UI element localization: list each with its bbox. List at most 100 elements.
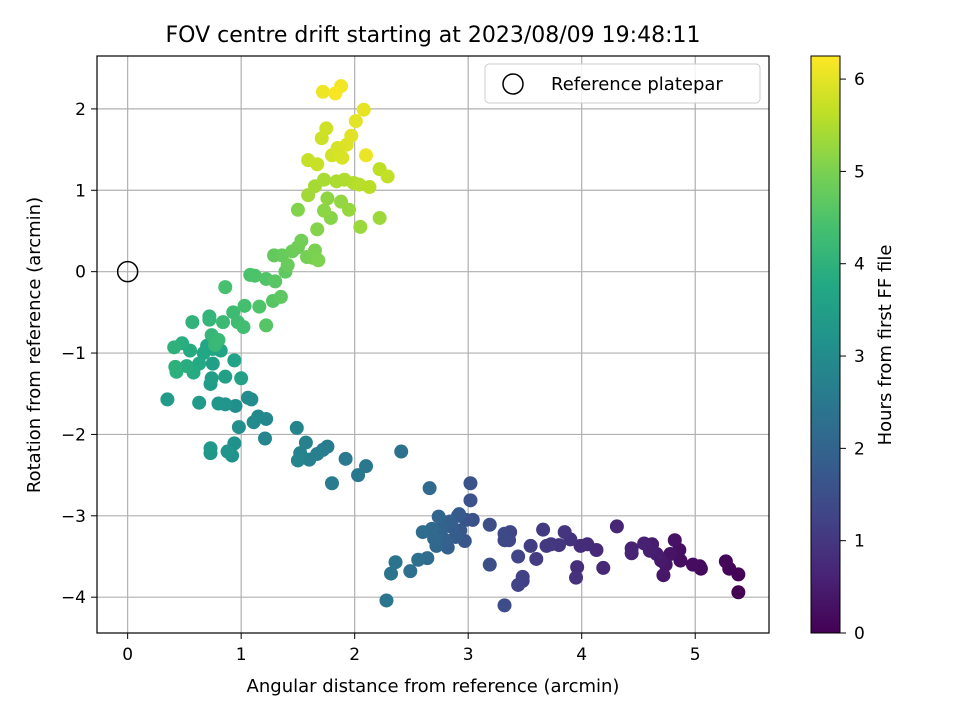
y-tick-label: −2 xyxy=(61,425,86,445)
data-point xyxy=(356,102,371,117)
data-point xyxy=(338,451,353,466)
data-point xyxy=(290,453,305,468)
data-point xyxy=(298,435,313,450)
y-axis-label: Rotation from reference (arcmin) xyxy=(24,197,45,493)
data-point xyxy=(359,459,374,474)
data-point xyxy=(290,202,305,217)
reference-point-marker xyxy=(116,260,139,283)
data-point xyxy=(379,593,394,608)
data-point xyxy=(247,268,262,283)
data-point xyxy=(218,280,233,295)
data-point xyxy=(431,509,446,524)
chart-title: FOV centre drift starting at 2023/08/09 … xyxy=(166,23,701,48)
colorbar: 0 1 2 3 4 5 6 Hours from first FF file xyxy=(810,55,896,644)
data-point xyxy=(205,356,220,371)
data-point xyxy=(204,371,219,386)
data-point xyxy=(342,202,356,217)
data-point xyxy=(511,549,526,564)
data-point xyxy=(259,318,274,333)
data-point xyxy=(179,359,194,374)
data-point xyxy=(539,538,554,553)
data-point xyxy=(231,420,246,435)
data-point xyxy=(403,564,418,579)
data-point xyxy=(211,333,226,348)
data-point xyxy=(388,555,403,570)
x-axis: 0 1 2 3 4 5 xyxy=(122,633,701,665)
data-point xyxy=(637,536,652,551)
x-tick-label: 1 xyxy=(236,645,247,665)
data-point xyxy=(685,557,700,572)
data-point xyxy=(319,121,334,136)
data-point xyxy=(237,298,252,313)
data-point xyxy=(656,568,671,583)
data-point xyxy=(317,203,332,218)
data-point xyxy=(557,525,572,540)
data-point xyxy=(252,299,267,314)
data-point xyxy=(718,554,733,569)
data-point xyxy=(415,525,430,540)
data-point xyxy=(311,253,326,268)
y-tick-label: 1 xyxy=(75,181,86,201)
data-point xyxy=(482,557,497,572)
data-point xyxy=(362,180,377,195)
data-point xyxy=(372,210,387,225)
data-point xyxy=(380,169,395,184)
grid-lines xyxy=(97,56,769,633)
data-point xyxy=(596,560,611,575)
y-tick-label: −1 xyxy=(61,344,86,364)
data-point xyxy=(203,441,218,456)
y-tick-label: −4 xyxy=(61,588,86,608)
data-point xyxy=(667,533,682,548)
y-axis: 2 1 0 −1 −2 −3 −4 xyxy=(61,100,97,608)
data-point xyxy=(273,289,288,304)
data-point xyxy=(384,566,398,581)
data-point xyxy=(185,315,200,330)
data-points xyxy=(116,79,746,613)
legend: Reference platepar xyxy=(484,63,761,104)
colorbar-tick-label: 1 xyxy=(854,532,865,552)
data-point xyxy=(211,396,226,411)
data-point xyxy=(482,517,497,532)
data-point xyxy=(529,551,544,566)
data-point xyxy=(289,420,304,435)
data-point xyxy=(335,150,350,165)
data-point xyxy=(218,369,233,384)
data-point xyxy=(268,274,283,289)
data-point xyxy=(422,481,437,496)
data-point xyxy=(160,392,175,407)
data-point xyxy=(731,585,746,600)
colorbar-tick-label: 6 xyxy=(854,70,865,90)
data-point xyxy=(411,552,426,567)
x-tick-label: 5 xyxy=(690,645,701,665)
data-point xyxy=(463,476,478,491)
colorbar-tick-label: 3 xyxy=(854,347,865,367)
data-point xyxy=(202,312,217,327)
data-point xyxy=(463,493,478,508)
data-point xyxy=(216,315,230,330)
data-point xyxy=(168,359,183,374)
colorbar-gradient xyxy=(810,55,841,634)
data-point xyxy=(310,222,325,237)
data-point xyxy=(569,570,584,585)
data-point xyxy=(196,346,211,361)
y-tick-label: −3 xyxy=(61,507,86,527)
data-point xyxy=(573,538,588,553)
data-point xyxy=(497,526,512,541)
data-point xyxy=(394,444,409,459)
data-point xyxy=(536,522,551,537)
data-point xyxy=(609,519,624,534)
data-point xyxy=(234,371,249,386)
data-point xyxy=(220,444,235,459)
data-point xyxy=(344,128,359,143)
x-tick-label: 2 xyxy=(349,645,360,665)
data-point xyxy=(320,191,335,206)
colorbar-tick-label: 0 xyxy=(854,624,865,644)
data-point xyxy=(315,84,330,99)
data-point xyxy=(624,546,639,561)
legend-entry-reference: Reference platepar xyxy=(551,74,723,95)
data-point xyxy=(351,468,366,483)
data-point xyxy=(167,340,182,355)
legend-marker-circle-icon xyxy=(502,73,524,95)
data-point xyxy=(227,353,242,368)
